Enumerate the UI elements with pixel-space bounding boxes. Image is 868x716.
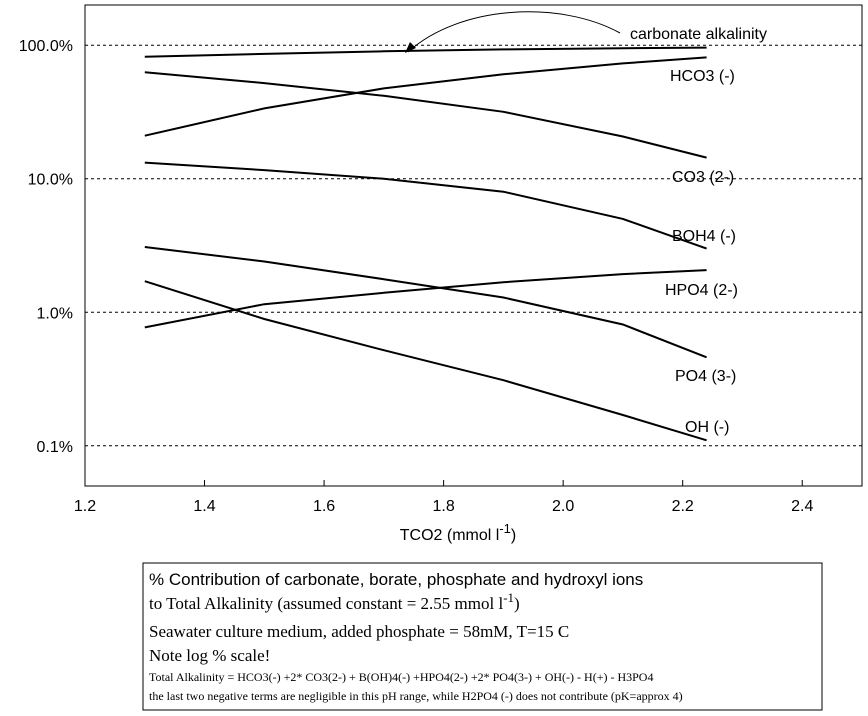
series-line	[144, 161, 707, 250]
series-label: carbonate alkalinity	[630, 26, 767, 43]
series-label: BOH4 (-)	[672, 228, 736, 245]
caption-line: Total Alkalinity = HCO3(-) +2* CO3(2-) +…	[149, 670, 653, 684]
series-line	[144, 56, 707, 137]
series-label: HCO3 (-)	[670, 68, 735, 85]
caption-text: % Contribution of carbonate, borate, pho…	[149, 570, 643, 589]
x-tick-label: 1.8	[432, 498, 454, 515]
caption-line: Seawater culture medium, added phosphate…	[149, 622, 569, 641]
x-tick-label: 2.2	[672, 498, 694, 515]
series-label: CO3 (2-)	[672, 169, 734, 186]
caption-text: Seawater culture medium, added phosphate…	[149, 622, 569, 641]
caption-sup: -1	[503, 590, 514, 605]
caption-line: Note log % scale!	[149, 646, 270, 665]
series-label: PO4 (3-)	[675, 368, 736, 385]
y-tick-label: 0.1%	[37, 439, 73, 456]
x-tick-label: 2.0	[552, 498, 574, 515]
caption-text: to Total Alkalinity (assumed constant = …	[149, 594, 503, 613]
series-line	[144, 246, 707, 359]
caption-line: the last two negative terms are negligib…	[149, 689, 683, 703]
caption-after: )	[514, 594, 520, 613]
annotation-arrow	[407, 11, 621, 53]
x-axis-label: TCO2 (mmol l-1)	[400, 521, 516, 544]
x-axis-label-after: )	[511, 527, 516, 544]
x-axis-label-sup: -1	[499, 521, 511, 536]
x-tick-label: 1.4	[193, 498, 215, 515]
y-tick-label: 100.0%	[19, 38, 73, 55]
y-tick-label: 10.0%	[28, 172, 73, 189]
series-line	[144, 269, 707, 329]
x-axis-label-text: TCO2 (mmol l	[400, 527, 500, 544]
caption-line: to Total Alkalinity (assumed constant = …	[149, 590, 520, 613]
x-tick-label: 1.2	[74, 498, 96, 515]
plot-frame	[84, 4, 863, 487]
series-label: HPO4 (2-)	[665, 282, 738, 299]
series-line	[144, 71, 707, 159]
series-label: OH (-)	[685, 419, 729, 436]
caption-text: Note log % scale!	[149, 646, 270, 665]
series-line	[144, 46, 707, 58]
caption-line: % Contribution of carbonate, borate, pho…	[149, 570, 643, 589]
caption-box	[142, 562, 823, 711]
x-tick-label: 2.4	[791, 498, 813, 515]
caption-text: the last two negative terms are negligib…	[149, 689, 683, 703]
caption-text: Total Alkalinity = HCO3(-) +2* CO3(2-) +…	[149, 670, 653, 684]
series-line	[144, 280, 707, 442]
y-tick-label: 1.0%	[37, 305, 73, 322]
x-tick-label: 1.6	[313, 498, 335, 515]
